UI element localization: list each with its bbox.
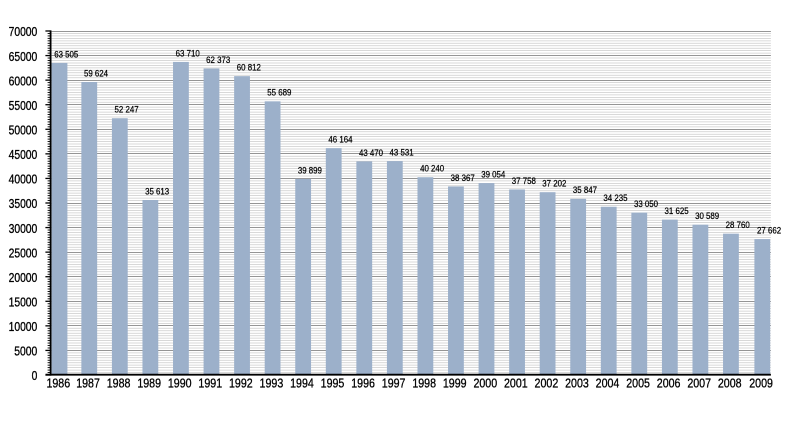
svg-text:1999: 1999 [443, 375, 467, 390]
svg-text:2005: 2005 [626, 375, 650, 390]
svg-text:2002: 2002 [535, 375, 559, 390]
svg-text:0: 0 [32, 369, 38, 383]
svg-text:28 760: 28 760 [726, 220, 750, 231]
svg-text:43 531: 43 531 [390, 147, 414, 158]
svg-text:35 847: 35 847 [573, 185, 597, 196]
svg-text:1989: 1989 [137, 375, 161, 390]
svg-text:1988: 1988 [107, 375, 131, 390]
svg-text:60000: 60000 [9, 74, 38, 88]
svg-text:2006: 2006 [657, 375, 681, 390]
svg-text:62 373: 62 373 [206, 55, 230, 66]
svg-text:2009: 2009 [749, 375, 773, 390]
svg-text:70000: 70000 [9, 25, 38, 39]
svg-text:1998: 1998 [412, 375, 436, 390]
svg-text:30000: 30000 [9, 222, 38, 236]
svg-text:50000: 50000 [9, 123, 38, 137]
svg-text:40000: 40000 [9, 173, 38, 187]
svg-text:38 367: 38 367 [451, 173, 475, 184]
svg-text:39 899: 39 899 [298, 165, 322, 176]
svg-text:39 054: 39 054 [481, 169, 506, 180]
svg-text:63 710: 63 710 [176, 48, 200, 59]
svg-text:2003: 2003 [565, 375, 589, 390]
svg-text:65000: 65000 [9, 50, 38, 64]
svg-text:1991: 1991 [198, 375, 222, 390]
svg-text:10000: 10000 [9, 320, 38, 334]
svg-text:60 812: 60 812 [237, 63, 261, 74]
svg-text:2001: 2001 [504, 375, 528, 390]
svg-text:37 202: 37 202 [542, 179, 566, 190]
svg-text:5000: 5000 [14, 345, 37, 359]
svg-text:25000: 25000 [9, 246, 38, 260]
svg-text:34 235: 34 235 [603, 193, 627, 204]
svg-text:27 662: 27 662 [757, 225, 781, 236]
svg-text:2008: 2008 [718, 375, 742, 390]
svg-text:1997: 1997 [382, 375, 406, 390]
svg-text:2007: 2007 [687, 375, 711, 390]
svg-text:30 589: 30 589 [695, 211, 719, 222]
svg-text:35 613: 35 613 [145, 186, 169, 197]
svg-text:31 625: 31 625 [665, 206, 689, 217]
svg-text:1987: 1987 [76, 375, 100, 390]
svg-text:52 247: 52 247 [115, 105, 139, 116]
svg-text:43 470: 43 470 [359, 148, 383, 159]
svg-text:40 240: 40 240 [420, 164, 444, 175]
svg-text:63 505: 63 505 [54, 49, 78, 60]
svg-text:33 050: 33 050 [634, 199, 658, 210]
svg-text:35000: 35000 [9, 197, 38, 211]
svg-text:1995: 1995 [321, 375, 345, 390]
svg-text:20000: 20000 [9, 271, 38, 285]
svg-text:1992: 1992 [229, 375, 253, 390]
svg-text:1986: 1986 [46, 375, 70, 390]
svg-text:59 624: 59 624 [84, 68, 109, 79]
svg-text:1990: 1990 [168, 375, 192, 390]
svg-text:55 689: 55 689 [267, 88, 291, 99]
svg-text:1996: 1996 [351, 375, 375, 390]
svg-text:1994: 1994 [290, 375, 314, 390]
svg-text:1993: 1993 [260, 375, 284, 390]
svg-text:2004: 2004 [596, 375, 620, 390]
svg-text:2000: 2000 [473, 375, 497, 390]
svg-text:46 164: 46 164 [328, 135, 353, 146]
svg-text:55000: 55000 [9, 99, 38, 113]
svg-text:15000: 15000 [9, 295, 38, 309]
svg-text:45000: 45000 [9, 148, 38, 162]
svg-text:37 758: 37 758 [512, 176, 536, 187]
